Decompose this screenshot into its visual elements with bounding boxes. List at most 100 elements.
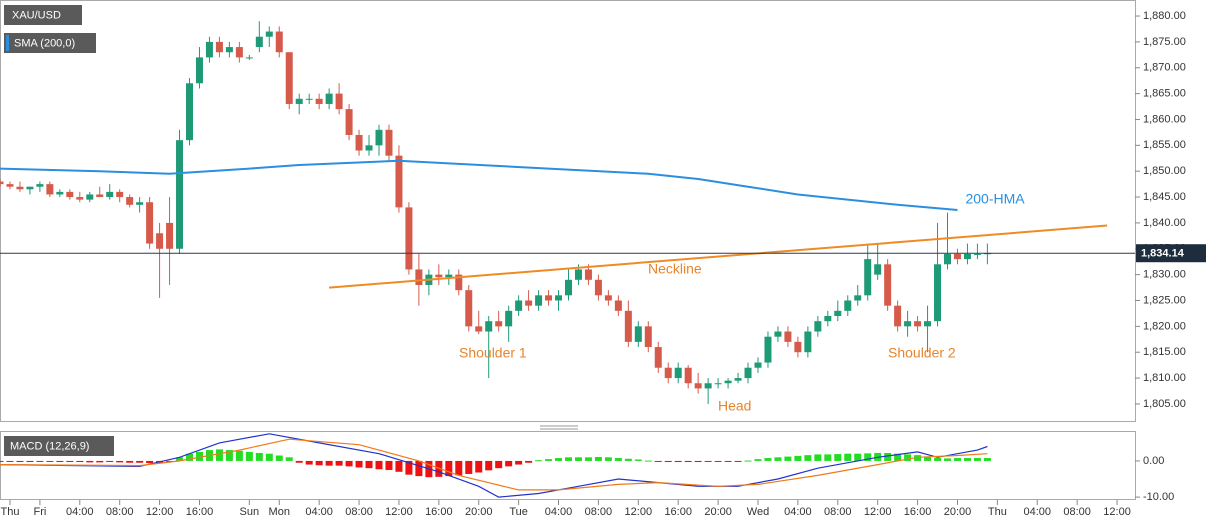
macd-histogram-bar — [624, 458, 632, 461]
y-tick-label: 1,845.00 — [1143, 191, 1186, 203]
macd-histogram-bar — [594, 456, 602, 461]
x-tick-label: 20:00 — [465, 506, 493, 518]
macd-histogram-bar — [66, 460, 74, 463]
macd-histogram-bar — [674, 460, 682, 463]
candle-body — [854, 295, 862, 301]
candle-body — [834, 310, 842, 317]
macd-box[interactable] — [4, 436, 114, 456]
macd-histogram-bar — [445, 460, 453, 477]
candle-body — [654, 347, 662, 368]
symbol-box[interactable] — [4, 5, 82, 25]
macd-histogram-bar — [385, 460, 393, 470]
macd-histogram-bar — [46, 460, 54, 462]
y-tick-label: 1,815.00 — [1143, 346, 1186, 358]
x-tick-label: 16:00 — [186, 506, 214, 518]
macd-histogram-bar — [914, 455, 922, 461]
y-tick-label: 1,870.00 — [1143, 62, 1186, 74]
macd-label: MACD (12,26,9) — [10, 440, 89, 452]
candle-body — [764, 336, 772, 363]
macd-histogram-bar — [924, 456, 932, 461]
candle-body — [525, 300, 533, 306]
macd-histogram-bar — [245, 451, 253, 461]
macd-histogram-bar — [195, 451, 203, 461]
macd-histogram-bar — [265, 453, 273, 461]
macd-histogram-bar — [36, 460, 44, 462]
candle-body — [415, 269, 423, 285]
candle-body — [265, 31, 273, 37]
candle-body — [185, 83, 193, 141]
macd-histogram-bar — [604, 457, 612, 461]
x-tick-label: 04:00 — [66, 506, 94, 518]
candle-body — [335, 93, 343, 110]
candle-body — [146, 202, 154, 244]
x-tick-label: 04:00 — [545, 506, 573, 518]
candle-body — [26, 186, 34, 190]
candle-body — [694, 383, 702, 389]
macd-histogram-bar — [814, 454, 822, 461]
macd-histogram-bar — [435, 460, 443, 477]
candle-body — [16, 186, 24, 190]
candle-body — [874, 264, 882, 275]
candle-body — [794, 341, 802, 353]
candle-body — [96, 194, 104, 198]
candle-body — [116, 191, 124, 198]
macd-histogram-bar — [754, 459, 762, 461]
candle-body — [924, 321, 932, 327]
macd-histogram-bar — [854, 453, 862, 461]
y-tick-label: 1,855.00 — [1143, 139, 1186, 151]
x-tick-label: 12:00 — [625, 506, 653, 518]
macd-histogram-bar — [365, 460, 373, 469]
candle-body — [724, 380, 732, 384]
candle-body — [914, 321, 922, 327]
candle-body — [6, 184, 14, 187]
last-price-label: 1,834.14 — [1141, 248, 1185, 260]
macd-histogram-bar — [315, 460, 323, 466]
indicator-box[interactable] — [4, 33, 96, 53]
pattern-annotation: Shoulder 1 — [459, 345, 527, 361]
x-tick-label: Wed — [747, 506, 769, 518]
x-tick-label: Thu — [988, 506, 1007, 518]
candle-body — [864, 259, 872, 296]
macd-histogram-bar — [714, 460, 722, 462]
y-tick-label: 1,820.00 — [1143, 320, 1186, 332]
x-tick-label: Sun — [240, 506, 260, 518]
macd-histogram-bar — [614, 458, 622, 461]
macd-histogram-bar — [285, 457, 293, 461]
macd-histogram-bar — [116, 460, 124, 463]
candle-body — [66, 191, 74, 198]
macd-histogram-bar — [744, 460, 752, 462]
x-tick-label: 08:00 — [585, 506, 613, 518]
candle-body — [545, 295, 553, 301]
candle-body — [375, 129, 383, 146]
macd-histogram-bar — [355, 460, 363, 468]
x-tick-label: 08:00 — [106, 506, 134, 518]
macd-histogram-bar — [934, 458, 942, 461]
candle-body — [475, 326, 483, 332]
macd-histogram-bar — [225, 450, 233, 461]
macd-histogram-bar — [535, 460, 543, 462]
candle-body — [56, 191, 64, 195]
macd-histogram-bar — [794, 455, 802, 461]
macd-histogram-bar — [724, 460, 732, 462]
macd-histogram-bar — [684, 460, 692, 463]
x-tick-label: 08:00 — [345, 506, 373, 518]
macd-histogram-bar — [774, 457, 782, 461]
candle-body — [744, 367, 752, 379]
y-tick-label: 1,810.00 — [1143, 372, 1186, 384]
candle-body — [634, 326, 642, 342]
x-tick-label: 16:00 — [904, 506, 932, 518]
candle-body — [325, 93, 333, 104]
x-tick-label: 16:00 — [425, 506, 453, 518]
candle-body — [345, 109, 353, 135]
neckline — [329, 224, 1108, 289]
candle-body — [136, 202, 144, 205]
macd-histogram-bar — [235, 450, 243, 461]
candle-body — [555, 295, 563, 301]
y-tick-label: 0.00 — [1143, 455, 1164, 467]
candle-body — [465, 290, 473, 327]
y-tick-label: 1,860.00 — [1143, 113, 1186, 125]
macd-histogram-bar — [176, 457, 184, 461]
candle-body — [0, 181, 4, 185]
candle-body — [594, 279, 602, 296]
